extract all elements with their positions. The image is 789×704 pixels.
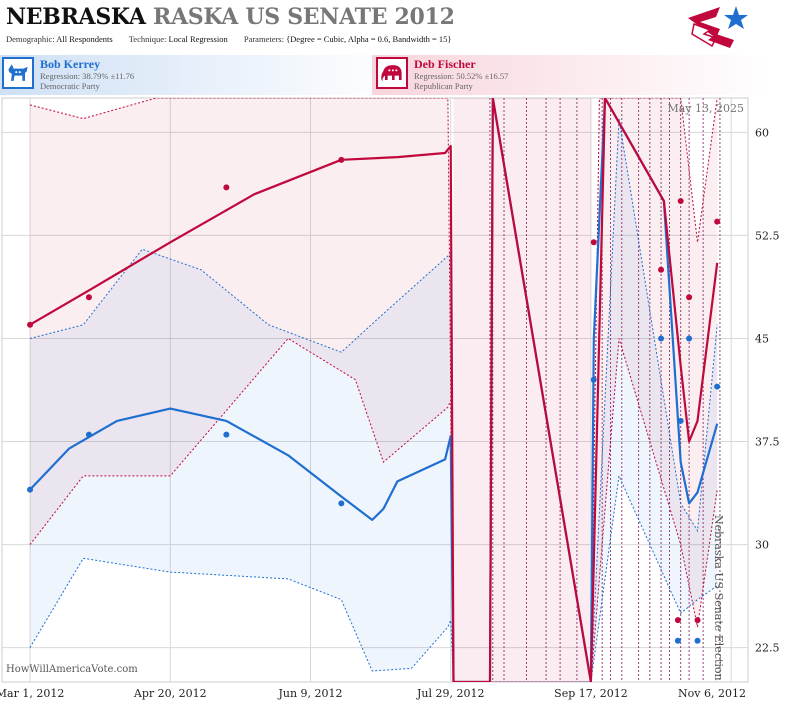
x-tick-label: Jul 29, 2012 xyxy=(416,687,485,700)
candidate-regression: Regression: 50.52% ±16.57 xyxy=(414,71,509,81)
poll-point xyxy=(714,218,721,225)
poll-point xyxy=(714,383,721,390)
poll-point xyxy=(338,156,345,163)
poll-point xyxy=(686,335,693,342)
side-label: Nebraska US Senate Election xyxy=(712,515,725,681)
chart-parameters: Demographic: All Respondents Technique: … xyxy=(6,34,465,44)
y-tick-label: 60 xyxy=(755,126,769,139)
chart-title: NEBRASKA RASKA US SENATE 2012 xyxy=(6,4,455,30)
elephant-icon xyxy=(376,57,408,89)
title-rest: RASKA US SENATE 2012 xyxy=(152,4,455,30)
plot-area xyxy=(1,97,749,683)
chart-header: NEBRASKA RASKA US SENATE 2012 Demographi… xyxy=(0,0,789,55)
regression-chart: 22.5 30 37.5 45 52.5 60 Mar 1, 2012 Apr 20, 201… xyxy=(0,97,780,700)
poll-point xyxy=(223,431,230,438)
star-flag-logo-icon xyxy=(688,6,748,48)
donkey-icon xyxy=(2,57,34,89)
regression-line xyxy=(29,98,719,682)
x-tick-label: Apr 20, 2012 xyxy=(133,687,207,700)
poll-point xyxy=(590,376,597,383)
date-label: May 13, 2025 xyxy=(667,102,744,115)
candidate-kerrey: Bob Kerrey Regression: 38.79% ±11.76 Dem… xyxy=(2,57,302,93)
poll-point xyxy=(223,184,230,191)
poll-point xyxy=(658,335,665,342)
candidate-legend: Bob Kerrey Regression: 38.79% ±11.76 Dem… xyxy=(0,55,789,95)
candidate-name: Bob Kerrey xyxy=(40,57,101,71)
candidate-party: Republican Party xyxy=(414,81,473,91)
band-upper-line xyxy=(29,98,718,682)
poll-point xyxy=(658,266,665,273)
plot-layer xyxy=(2,98,748,682)
candidate-fischer: Deb Fischer Regression: 50.52% ±16.57 Re… xyxy=(376,57,676,93)
poll-point xyxy=(694,637,701,644)
confidence-band xyxy=(30,98,718,682)
poll-point xyxy=(677,198,684,205)
poll-point xyxy=(338,500,345,507)
poll-point xyxy=(686,294,693,301)
watermark: HowWillAmericaVote.com xyxy=(6,664,138,675)
x-tick-label: Nov 6, 2012 xyxy=(678,687,746,700)
band-lower-line xyxy=(29,337,718,682)
gap-band xyxy=(453,98,490,682)
title-state: NEBRASKA xyxy=(6,4,146,30)
demographic: Demographic: All Respondents xyxy=(6,34,113,44)
candidate-party: Democratic Party xyxy=(40,81,100,91)
poll-point xyxy=(85,431,92,438)
parameters: Parameters: {Degree = Cubic, Alpha = 0.6… xyxy=(243,34,452,44)
band-upper-line xyxy=(29,118,718,682)
regression-line xyxy=(29,98,719,682)
poll-point xyxy=(590,239,597,246)
y-tick-label: 37.5 xyxy=(755,436,780,449)
technique: Technique: Local Regression xyxy=(128,34,228,44)
poll-point xyxy=(677,417,684,424)
poll-point xyxy=(674,637,681,644)
y-tick-label: 30 xyxy=(755,539,769,552)
poll-point xyxy=(27,321,34,328)
x-tick-label: Jun 9, 2012 xyxy=(277,687,342,700)
x-tick-label: Sep 17, 2012 xyxy=(554,687,628,700)
poll-point xyxy=(674,617,681,624)
poll-point xyxy=(27,486,34,493)
y-tick-label: 22.5 xyxy=(755,642,780,655)
y-tick-label: 52.5 xyxy=(755,229,780,242)
x-tick-label: Mar 1, 2012 xyxy=(0,687,64,700)
candidate-regression: Regression: 38.79% ±11.76 xyxy=(40,71,135,81)
y-tick-label: 45 xyxy=(755,332,769,345)
confidence-band xyxy=(30,118,718,682)
candidate-name: Deb Fischer xyxy=(414,57,476,71)
poll-point xyxy=(85,294,92,301)
poll-point xyxy=(694,617,701,624)
